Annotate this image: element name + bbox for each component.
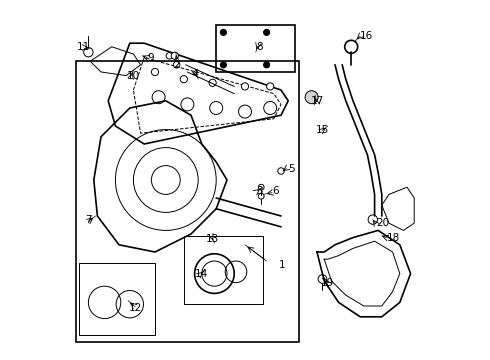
Circle shape (209, 79, 216, 86)
Text: 13: 13 (206, 234, 219, 244)
Text: 2: 2 (173, 60, 180, 70)
Circle shape (151, 68, 159, 76)
Text: 11: 11 (76, 42, 90, 52)
Text: 19: 19 (321, 278, 335, 288)
Text: 7: 7 (85, 215, 92, 225)
Text: 15: 15 (316, 125, 329, 135)
Text: 14: 14 (195, 269, 208, 279)
Circle shape (267, 83, 274, 90)
Text: 6: 6 (272, 186, 279, 196)
Bar (76, 61, 299, 342)
Text: 3: 3 (256, 186, 263, 196)
Bar (184, 236, 263, 304)
Text: 8: 8 (256, 42, 263, 52)
Bar (79, 263, 155, 335)
Text: 18: 18 (387, 233, 400, 243)
Circle shape (368, 215, 377, 224)
Circle shape (305, 91, 318, 104)
Text: 9: 9 (148, 53, 154, 63)
Circle shape (264, 30, 270, 35)
Circle shape (180, 76, 187, 83)
Text: 10: 10 (127, 71, 140, 81)
Text: 12: 12 (128, 303, 142, 313)
Text: 4: 4 (191, 69, 198, 79)
Circle shape (171, 52, 178, 59)
Text: 17: 17 (310, 96, 323, 106)
Text: 5: 5 (288, 164, 295, 174)
Circle shape (220, 30, 226, 35)
Text: 16: 16 (360, 31, 373, 41)
Circle shape (220, 62, 226, 68)
Circle shape (264, 62, 270, 68)
Bar (216, 25, 295, 72)
Circle shape (242, 83, 248, 90)
Text: 1: 1 (279, 260, 286, 270)
Text: 20: 20 (376, 218, 390, 228)
